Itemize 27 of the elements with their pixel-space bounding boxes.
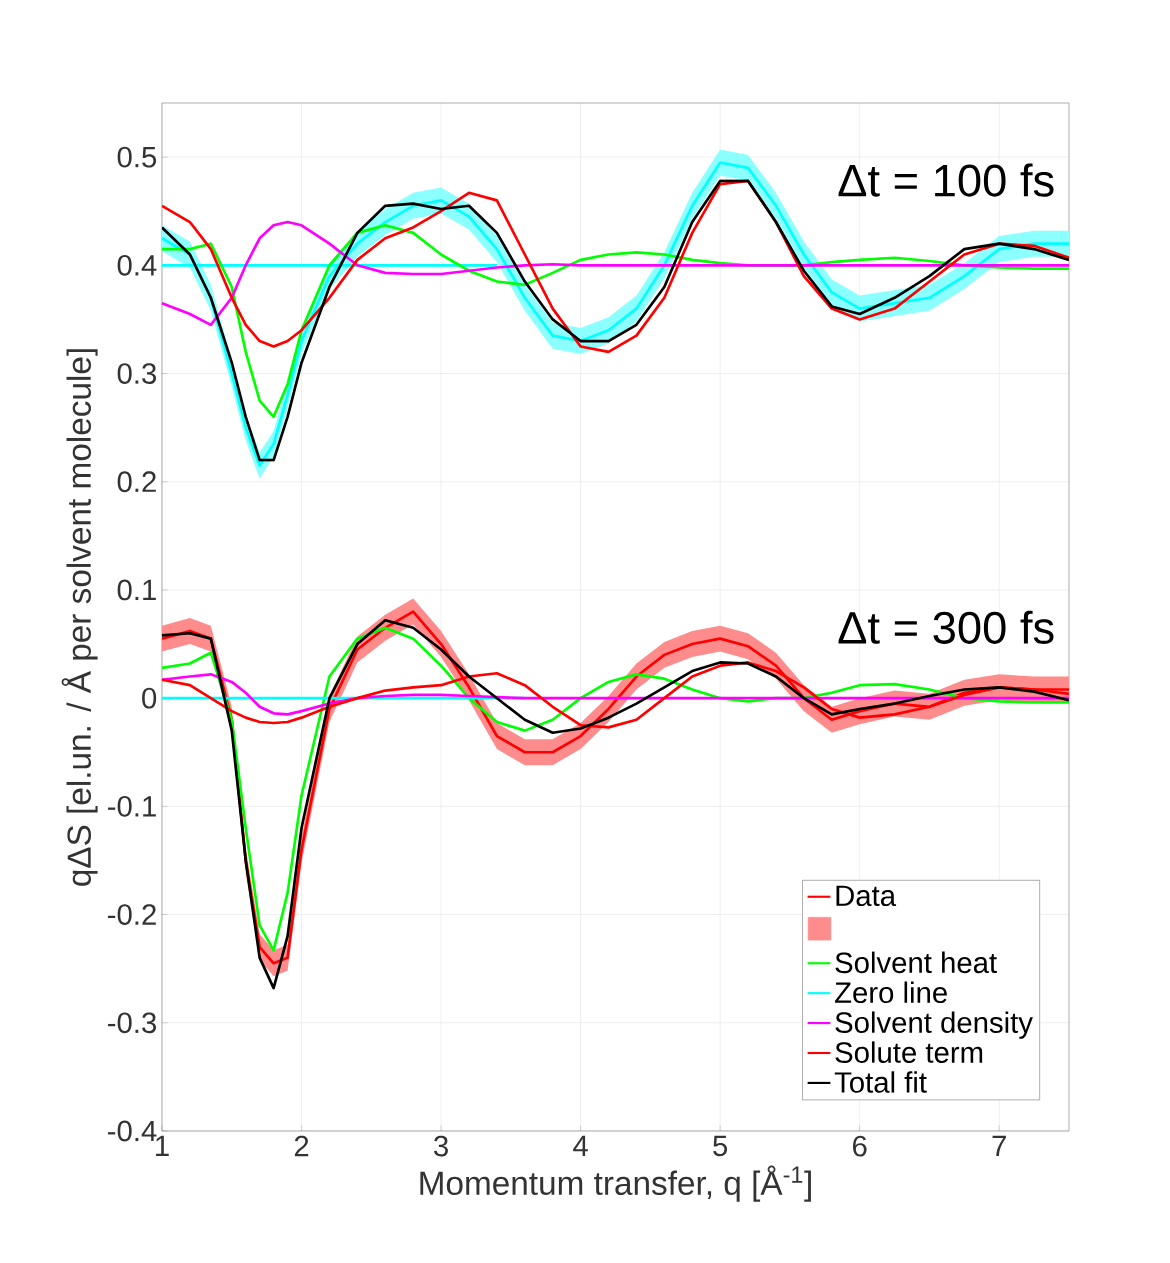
annotation: Δt = 100 fs (838, 163, 1054, 197)
x-tick-label: 1 (156, 1135, 169, 1156)
legend-label: Solvent heat (835, 951, 997, 974)
y-tick-label: 0.2 (117, 471, 156, 493)
x-tick-label: 3 (434, 1135, 448, 1157)
legend-label: Total fit (834, 1071, 927, 1093)
y-tick-label: -0.3 (108, 1012, 157, 1034)
x-tick-label: 7 (992, 1135, 1006, 1156)
legend-label: Data (836, 885, 897, 907)
x-tick-label: 5 (713, 1135, 728, 1157)
y-tick-label: 0 (142, 687, 157, 709)
legend-label: Solute term (835, 1041, 983, 1063)
legend-label: Zero line (835, 981, 947, 1004)
y-tick-label: -0.1 (108, 795, 156, 817)
y-tick-label: 0.5 (117, 146, 157, 168)
x-axis-title: Momentum transfer, q [Å$^{-1}$] (420, 1165, 811, 1202)
y-tick-label: 0.4 (117, 254, 157, 276)
y-tick-label: -0.2 (108, 904, 156, 925)
x-tick-label: 2 (294, 1135, 309, 1157)
annotation: Δt = 300 fs (838, 610, 1054, 644)
x-tick-label: 6 (853, 1135, 867, 1157)
legend-label: Solvent density (835, 1011, 1033, 1039)
x-tick-label: 4 (573, 1135, 588, 1156)
y-tick-label: 0.1 (117, 579, 156, 601)
y-axis-title: qΔS [el.un. / Å per solvent molecule] (61, 349, 98, 886)
y-tick-label: 0.3 (117, 363, 157, 384)
y-tick-label: -0.4 (108, 1120, 157, 1142)
